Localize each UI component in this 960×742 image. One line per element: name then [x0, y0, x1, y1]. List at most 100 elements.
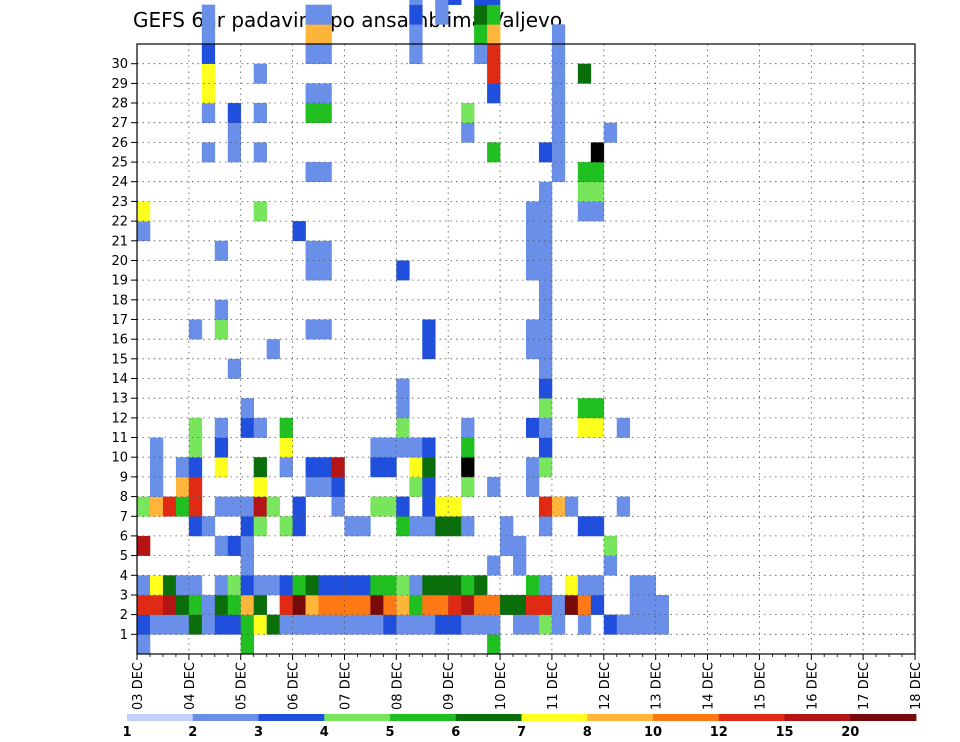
heatmap-cell	[279, 437, 293, 458]
heatmap-cell	[409, 614, 423, 635]
heatmap-cell	[357, 594, 371, 615]
heatmap-cell	[344, 614, 358, 635]
heatmap-cell	[590, 575, 605, 596]
heatmap-cell	[318, 476, 332, 497]
heatmap-cell	[253, 417, 267, 438]
heatmap-cell	[513, 555, 527, 576]
heatmap-cell	[214, 614, 229, 635]
x-tick-label: 04 DEC	[183, 662, 198, 710]
heatmap-cell	[448, 496, 462, 517]
heatmap-cell	[240, 594, 254, 615]
heatmap-cell	[487, 24, 501, 45]
heatmap-cell	[551, 614, 566, 635]
colorbar-swatch	[850, 714, 917, 721]
heatmap-cell	[318, 260, 332, 281]
heatmap-cell	[383, 437, 397, 458]
colorbar-swatch	[324, 714, 391, 721]
heatmap-cell	[538, 221, 553, 242]
x-tick-label: 08 DEC	[390, 662, 405, 710]
heatmap-cell	[564, 496, 579, 517]
heatmap-cell	[409, 476, 423, 497]
heatmap-cell	[422, 614, 436, 635]
heatmap-cell	[538, 339, 553, 360]
heatmap-cell	[551, 103, 566, 124]
heatmap-cell	[240, 555, 254, 576]
heatmap-cell	[253, 457, 267, 478]
y-tick-label: 30	[111, 57, 128, 72]
heatmap-cell	[409, 0, 423, 5]
heatmap-cell	[435, 516, 449, 537]
heatmap-cell	[240, 575, 254, 596]
heatmap-cell	[344, 594, 358, 615]
heatmap-cell	[149, 575, 164, 596]
heatmap-cell	[551, 122, 566, 143]
heatmap-cell	[422, 476, 436, 497]
heatmap-cell	[564, 594, 579, 615]
colorbar-label: 4	[320, 725, 329, 740]
heatmap-cell	[603, 535, 618, 556]
colorbar-swatch	[521, 714, 588, 721]
heatmap-cell	[331, 614, 345, 635]
heatmap-cell	[331, 575, 345, 596]
heatmap-cell	[551, 496, 566, 517]
heatmap-cell	[318, 319, 332, 340]
heatmap-cell	[214, 299, 229, 320]
heatmap-cell	[422, 457, 436, 478]
colorbar-label: 10	[644, 725, 662, 740]
heatmap-cell	[383, 457, 397, 478]
heatmap-cell	[253, 63, 267, 84]
x-axis: 03 DEC 04 DEC 05 DEC 06 DEC 07 DEC 08 DEC 09 D…	[131, 654, 924, 710]
y-tick-label: 26	[111, 136, 128, 151]
heatmap-cell	[305, 240, 319, 261]
heatmap-cell	[137, 594, 151, 615]
heatmap-cell	[629, 594, 643, 615]
colorbar-swatch	[258, 714, 325, 721]
heatmap-cell	[435, 4, 449, 25]
heatmap-cell	[201, 44, 216, 64]
colorbar-swatch	[390, 714, 457, 721]
heatmap-cell	[305, 594, 319, 615]
heatmap-cell	[175, 496, 190, 517]
heatmap-cell	[188, 476, 203, 497]
heatmap-cell	[396, 398, 410, 419]
heatmap-cell	[162, 594, 177, 615]
heatmap-cell	[318, 162, 332, 183]
heatmap-cell	[474, 24, 488, 45]
heatmap-cell	[331, 496, 345, 517]
heatmap-cell	[538, 594, 553, 615]
heatmap-cell	[551, 83, 566, 104]
x-tick-label: 10 DEC	[494, 662, 509, 710]
heatmap-cell	[137, 496, 151, 517]
heatmap-cell	[435, 614, 449, 635]
heatmap-cell	[422, 516, 436, 537]
heatmap-cell	[474, 4, 488, 25]
heatmap-cell	[383, 496, 397, 517]
heatmap-cell	[240, 614, 254, 635]
heatmap-cell	[448, 575, 462, 596]
heatmap-cell	[305, 575, 319, 596]
heatmap-cell	[487, 63, 501, 84]
y-tick-label: 9	[120, 470, 128, 485]
heatmap-cell	[409, 24, 423, 45]
colorbar-swatch	[653, 714, 720, 721]
y-tick-label: 13	[111, 392, 128, 407]
heatmap-cell	[655, 614, 669, 635]
heatmap-cell	[526, 240, 540, 261]
heatmap-cell	[577, 201, 592, 222]
heatmap-cell	[538, 319, 553, 340]
heatmap-cell	[318, 83, 332, 104]
heatmap-cell	[590, 142, 605, 163]
heatmap-cell	[500, 535, 514, 556]
heatmap-cell	[175, 614, 190, 635]
heatmap-cells	[137, 0, 669, 655]
heatmap-cell	[383, 594, 397, 615]
heatmap-cell	[461, 417, 475, 438]
x-tick-label: 14 DEC	[702, 662, 717, 710]
heatmap-cell	[214, 575, 229, 596]
heatmap-cell	[538, 142, 553, 163]
heatmap-cell	[383, 575, 397, 596]
heatmap-cell	[279, 417, 293, 438]
heatmap-cell	[279, 594, 293, 615]
heatmap-cell	[305, 457, 319, 478]
heatmap-cell	[188, 575, 203, 596]
